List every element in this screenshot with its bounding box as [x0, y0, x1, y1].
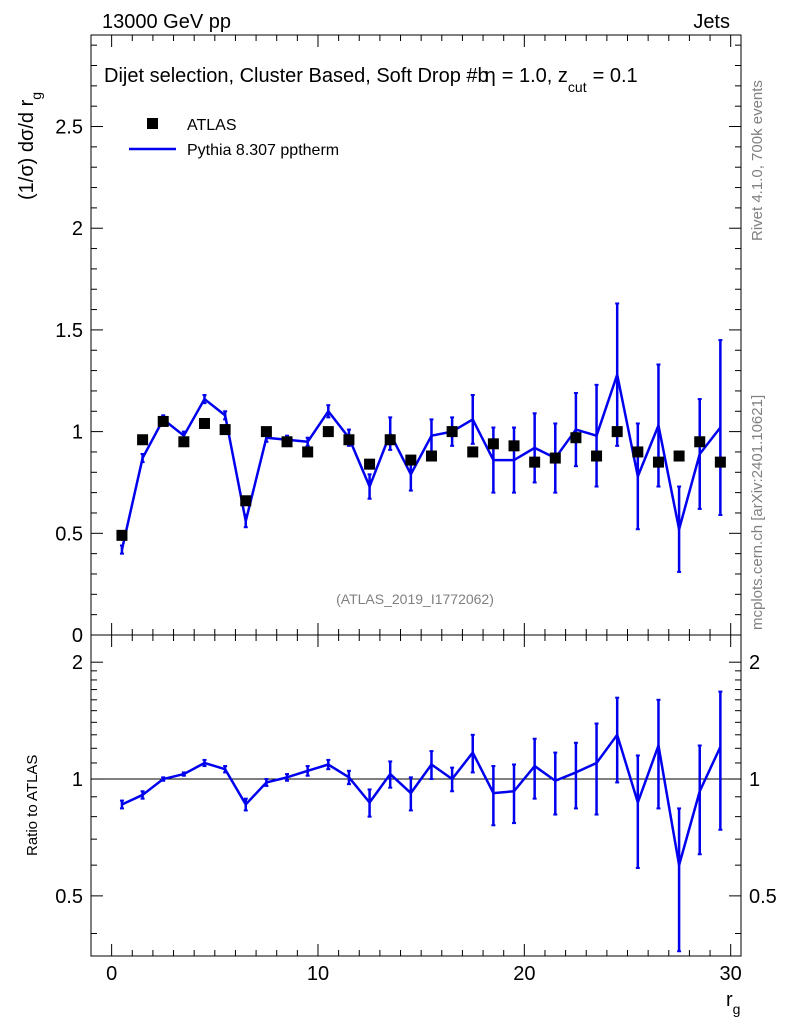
title-text: Dijet selection, Cluster Based, Soft Dro… — [104, 65, 489, 87]
atlas-data-point — [591, 450, 603, 462]
main-y-tick-label: 0.5 — [55, 523, 83, 545]
analysis-id: (ATLAS_2019_I1772062) — [336, 591, 494, 607]
atlas-data-point — [137, 434, 149, 446]
mc-line — [120, 373, 722, 550]
ratio-y-tick-label: 1 — [72, 769, 83, 791]
x-axis-ticks: 0 10 20 30 — [90, 35, 742, 985]
energy-label: 13000 GeV pp — [102, 11, 231, 33]
main-title: Dijet selection, Cluster Based, Soft Dro… — [104, 65, 638, 95]
atlas-data-point — [219, 424, 231, 436]
ratio-y-tick-label-right: 2 — [749, 652, 760, 674]
legend: ATLAS Pythia 8.307 pptherm — [129, 117, 339, 159]
atlas-data-point — [549, 452, 561, 464]
title-suffix: = 1.0, z — [502, 65, 568, 87]
category-label: Jets — [693, 11, 730, 33]
main-ylabel: (1/σ) dσ/d rg — [16, 92, 44, 200]
atlas-data-point — [611, 426, 623, 438]
title-end: = 0.1 — [593, 65, 638, 87]
mcplots-label: mcplots.cern.ch [arXiv:2401.10621] — [749, 395, 766, 630]
x-tick-label: 30 — [720, 963, 742, 985]
atlas-data-point — [508, 440, 520, 452]
atlas-data-point — [425, 450, 437, 462]
ratio-y-tick-label-right: 1 — [749, 769, 760, 791]
atlas-data-point — [632, 446, 644, 458]
atlas-data-point — [302, 446, 314, 458]
atlas-data-point — [694, 436, 706, 448]
atlas-data-point — [529, 456, 541, 468]
atlas-data-point — [157, 415, 169, 427]
x-axis-label-sub: g — [733, 1001, 741, 1017]
atlas-data-point — [673, 450, 685, 462]
atlas-data-point — [178, 436, 190, 448]
title-eta: η — [485, 65, 496, 87]
atlas-data-point — [281, 436, 293, 448]
atlas-data-point — [714, 456, 726, 468]
legend-data-marker — [147, 118, 158, 129]
ratio-panel-frame — [90, 634, 742, 957]
atlas-data-point — [322, 426, 334, 438]
main-axis-ticks: 0 0.5 1 1.5 2 2.5 — [55, 44, 741, 647]
atlas-data-point — [446, 426, 458, 438]
main-y-tick-label: 1.5 — [55, 320, 83, 342]
atlas-data-point — [384, 434, 396, 446]
atlas-data-point — [198, 417, 210, 429]
x-axis-label-text: r — [726, 989, 733, 1011]
ratio-ylabel: Ratio to ATLAS — [24, 755, 41, 856]
legend-mc-label: Pythia 8.307 pptherm — [187, 142, 339, 159]
atlas-data-point — [116, 529, 128, 541]
main-ylabel-sub: g — [28, 92, 44, 100]
x-tick-label: 0 — [106, 963, 117, 985]
main-y-tick-label: 0 — [72, 625, 83, 647]
main-ylabel-text: (1/σ) dσ/d r — [16, 99, 38, 200]
atlas-data-point — [467, 446, 479, 458]
ratio-y-tick-label-right: 0.5 — [749, 886, 777, 908]
atlas-data-point — [487, 438, 499, 450]
main-series — [116, 302, 726, 573]
ratio-y-tick-label: 0.5 — [55, 886, 83, 908]
ratio-series — [119, 690, 723, 953]
rivet-label: Rivet 4.1.0, 700k events — [749, 80, 766, 241]
x-axis-label: rg — [726, 989, 740, 1017]
main-y-tick-label: 1 — [72, 422, 83, 444]
x-tick-label: 20 — [513, 963, 535, 985]
title-sub: cut — [568, 79, 587, 95]
atlas-data-point — [343, 434, 355, 446]
atlas-data-point — [652, 456, 664, 468]
main-y-tick-label: 2.5 — [55, 117, 83, 139]
atlas-data-point — [364, 458, 376, 470]
ratio-line — [121, 733, 722, 867]
main-y-tick-label: 2 — [72, 218, 83, 240]
ratio-axis-ticks: 0.5 0.5 1 1 2 2 — [55, 652, 777, 934]
atlas-data-point — [405, 454, 417, 466]
x-tick-label: 10 — [307, 963, 329, 985]
ratio-y-tick-label: 2 — [72, 652, 83, 674]
atlas-data-point — [240, 495, 252, 507]
atlas-data-point — [260, 426, 272, 438]
atlas-data-point — [570, 432, 582, 444]
legend-data-label: ATLAS — [187, 117, 237, 134]
